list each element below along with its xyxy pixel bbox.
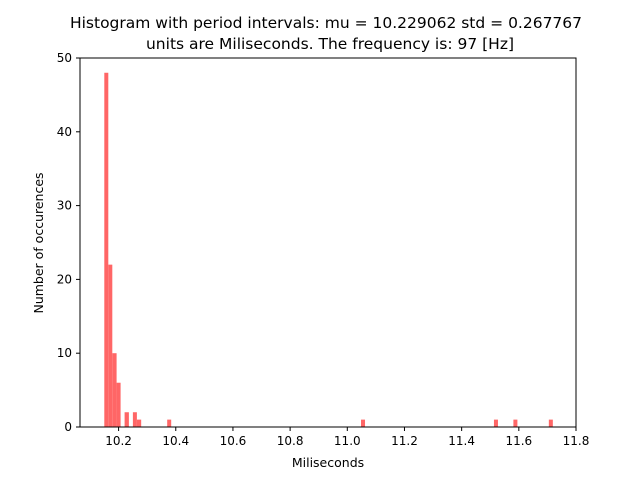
histogram-bars (104, 72, 553, 427)
y-tick-label: 20 (57, 272, 72, 286)
y-tick-label: 10 (57, 346, 72, 360)
histogram-bar-7 (167, 419, 172, 427)
histogram-bar-9 (493, 419, 498, 427)
y-tick-label: 0 (64, 420, 72, 434)
x-axis-label: Miliseconds (292, 455, 364, 470)
histogram-bar-6 (136, 419, 142, 427)
histogram-bar-5 (132, 412, 137, 427)
x-tick-label: 11.4 (448, 434, 475, 448)
x-tick-label: 11.6 (505, 434, 532, 448)
histogram-bar-10 (513, 419, 518, 427)
x-tick-label: 11.8 (563, 434, 590, 448)
y-tick-label: 50 (57, 51, 72, 65)
x-tick-label: 11.2 (391, 434, 418, 448)
x-tick-label: 11.0 (334, 434, 361, 448)
histogram-bar-0 (104, 72, 109, 427)
y-axis-ticks: 0 10 20 30 40 50 (57, 51, 80, 434)
x-axis-ticks: 10.2 10.4 10.6 10.8 11.0 11.2 11.4 11.6 11.8 (105, 427, 589, 448)
y-tick-label: 40 (57, 125, 72, 139)
y-tick-label: 30 (57, 199, 72, 213)
plot-area-frame (79, 57, 577, 428)
chart-title-line-1: Histogram with period intervals: mu = 10… (70, 14, 582, 32)
histogram-bar-3 (116, 382, 121, 427)
y-axis-label: Number of occurences (31, 172, 46, 313)
x-tick-label: 10.6 (220, 434, 247, 448)
histogram-bar-2 (112, 353, 117, 427)
histogram-bar-4 (124, 412, 129, 427)
chart-title-line-2: units are Miliseconds. The frequency is:… (146, 35, 514, 53)
x-tick-label: 10.4 (162, 434, 189, 448)
x-tick-label: 10.8 (277, 434, 304, 448)
histogram-bar-8 (361, 419, 366, 427)
x-tick-label: 10.2 (105, 434, 132, 448)
histogram-bar-1 (108, 264, 113, 427)
histogram-bar-11 (548, 419, 553, 427)
